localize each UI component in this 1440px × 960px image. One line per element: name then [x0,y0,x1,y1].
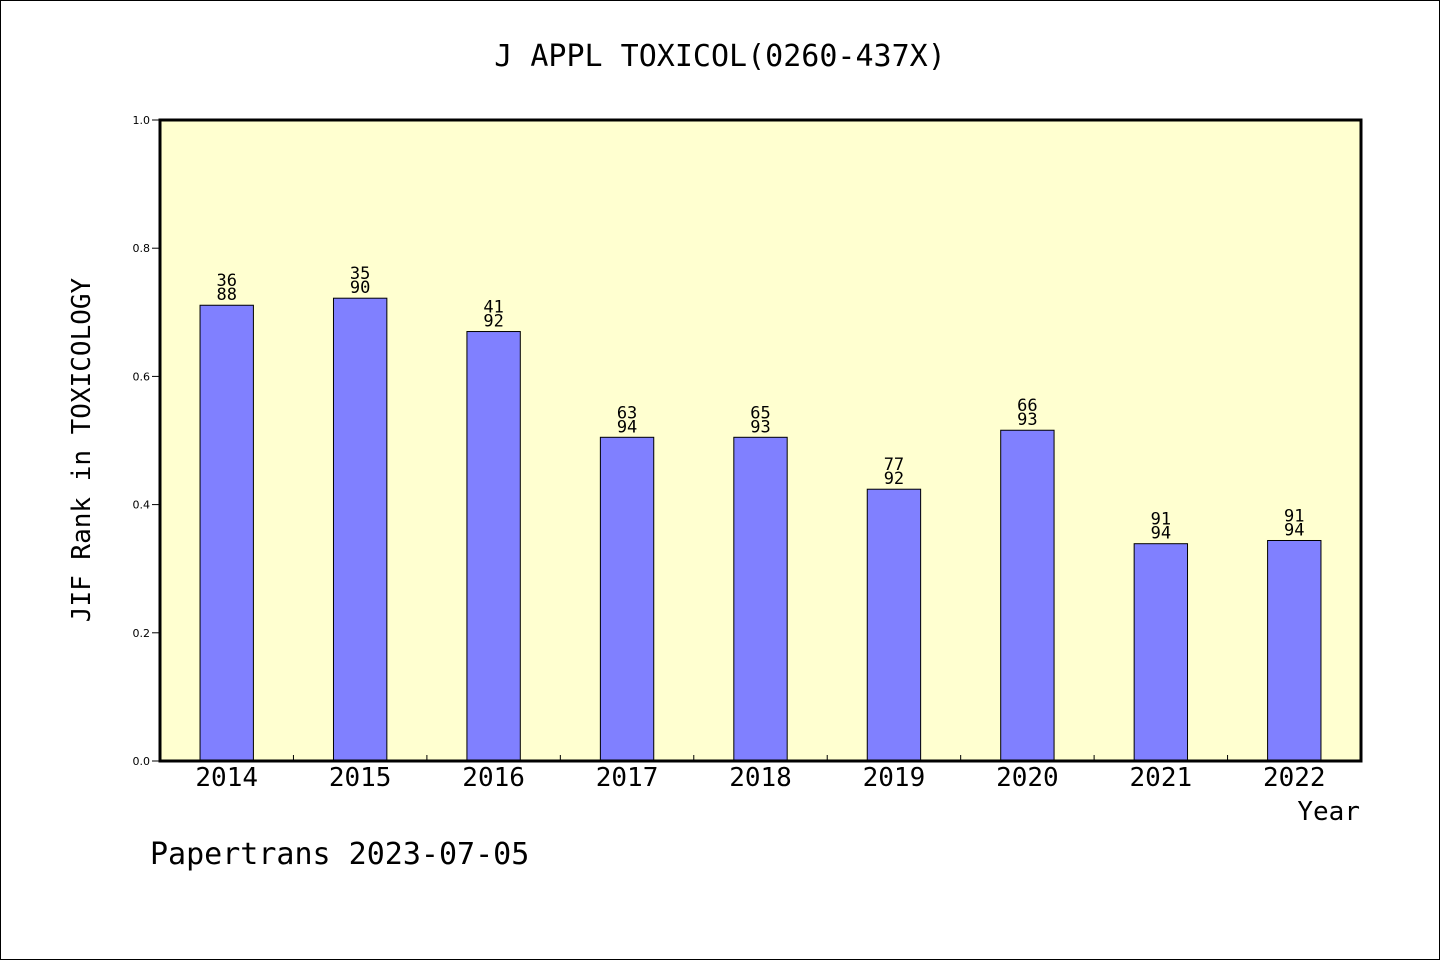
chart-title: J APPL TOXICOL(0260-437X) [494,39,946,74]
bar-rank-label: 77 [884,455,904,475]
x-tick-label: 2021 [1130,763,1193,793]
y-tick-label: 0.0 [133,755,151,768]
x-axis: 2014 2015 2016 2017 2018 2019 2020 2021 2022 [195,755,1326,793]
bar-total-label: 92 [483,312,503,332]
y-tick-label: 0.8 [133,242,151,255]
bar-total-label: 93 [1017,410,1037,430]
bar-total-label: 94 [1151,524,1171,544]
bar-rank-label: 36 [216,271,236,291]
x-tick-label: 2016 [462,763,525,793]
bar-rank-label: 35 [350,264,370,284]
x-tick-label: 2022 [1263,763,1326,793]
y-tick-label: 0.4 [133,499,151,512]
bar-total-label: 88 [216,285,236,305]
y-axis-label: JIF Rank in TOXICOLOGY [67,277,97,622]
bar-rank-label: 65 [750,403,770,423]
bar-rank-label: 66 [1017,396,1037,416]
bar-2022 [1267,539,1322,762]
footer-source: Papertrans 2023-07-05 [150,837,529,872]
bar-2015 [332,297,388,762]
x-tick-label: 2014 [195,763,258,793]
bar-total-label: 90 [350,278,370,298]
x-axis-label: Year [1297,797,1360,827]
y-tick-label: 0.2 [133,627,151,640]
bar-rank-label: 91 [1284,506,1304,526]
x-tick-label: 2019 [863,763,926,793]
x-tick-label: 2015 [329,763,392,793]
x-tick-label: 2020 [996,763,1059,793]
bar-2020 [1000,429,1055,762]
x-tick-label: 2017 [596,763,659,793]
bar-rank-label: 91 [1151,510,1171,530]
bar-2019 [866,488,922,762]
y-axis: 0.0 0.2 0.4 0.6 0.8 1.0 [133,114,160,768]
bar-rank-label: 63 [617,403,637,423]
bar-total-label: 94 [1284,520,1304,540]
bar-2017 [599,436,655,762]
bar-total-label: 94 [617,417,637,437]
y-tick-label: 0.6 [133,370,151,383]
bar-total-label: 92 [884,469,904,489]
bar-total-label: 93 [750,417,770,437]
bar-rank-label: 41 [483,298,503,318]
bar-2014 [199,304,254,762]
bar-2018 [733,436,788,762]
y-tick-label: 1.0 [133,114,151,127]
bar-2016 [466,331,521,762]
plot-border [158,118,1363,763]
x-tick-label: 2018 [729,763,792,793]
bar-2021 [1133,543,1189,762]
